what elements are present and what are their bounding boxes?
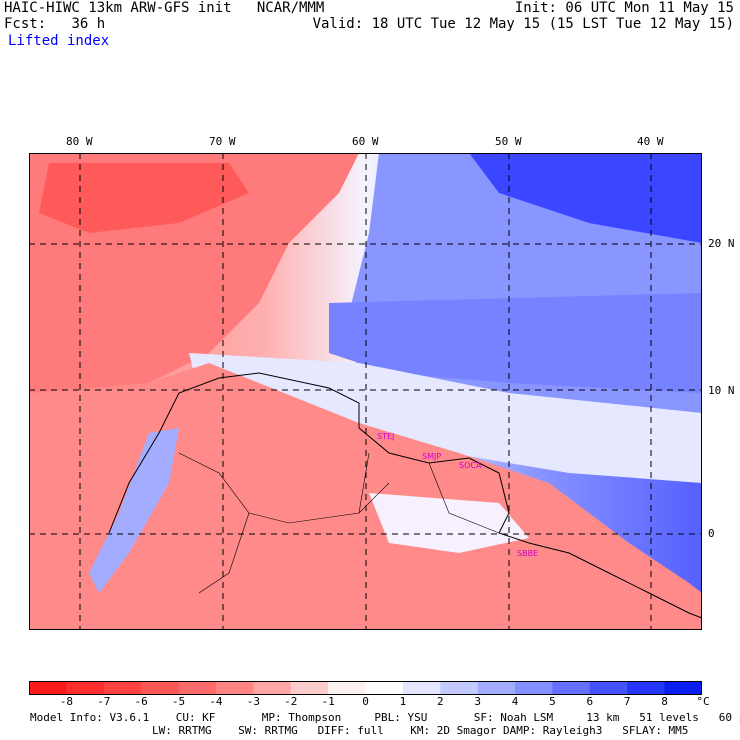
station-label-sbbe: SBBE — [517, 549, 538, 558]
model-info-line2: LW: RRTMG SW: RRTMG DIFF: full KM: 2D Sm… — [152, 724, 689, 737]
init-time: Init: 06 UTC Mon 11 May 15 — [514, 0, 734, 16]
colorbar-cell — [66, 681, 105, 695]
lat-lon-grid — [29, 153, 702, 630]
colorbar-cell — [290, 681, 329, 695]
colorbar-tick-label: 3 — [474, 695, 481, 708]
lon-label-80w: 80 W — [66, 135, 93, 148]
colorbar-tick-label: -8 — [59, 695, 73, 708]
forecast-label: Fcst: — [4, 16, 47, 32]
lifted-index-map: STEJ SMJP SOCA SBBE — [29, 153, 702, 630]
lon-label-40w: 40 W — [637, 135, 664, 148]
colorbar-unit: °C — [696, 695, 710, 708]
colorbar-cell — [515, 681, 553, 695]
colorbar-frame — [29, 681, 702, 695]
lat-label-0: 0 — [708, 527, 715, 540]
colorbar-cell — [178, 681, 217, 695]
forecast-value: 36 h — [71, 16, 106, 32]
station-label-soca: SOCA — [459, 461, 482, 470]
colorbar-cell — [440, 681, 479, 695]
colorbar-cell — [627, 681, 666, 695]
colorbar-tick-label: 6 — [586, 695, 594, 708]
colorbar-cell — [103, 681, 142, 695]
lon-label-60w: 60 W — [352, 135, 379, 148]
colorbar-cell — [29, 681, 67, 695]
model-title: HAIC-HIWC 13km ARW-GFS init NCAR/MMM — [4, 0, 325, 16]
colorbar-tick-label: -1 — [321, 695, 335, 708]
lon-label-50w: 50 W — [495, 135, 522, 148]
colorbar-tick-label: -7 — [97, 695, 111, 708]
colorbar-cell — [365, 681, 404, 695]
stable-strip-andes — [89, 428, 179, 593]
colorbar — [29, 681, 702, 695]
lon-label-70w: 70 W — [209, 135, 236, 148]
colorbar-tick-label: -4 — [209, 695, 223, 708]
model-info-line1: Model Info: V3.6.1 CU: KF MP: Thompson P… — [30, 711, 740, 724]
colorbar-cell — [664, 681, 702, 695]
valid-time: Valid: 18 UTC Tue 12 May 15 (15 LST Tue … — [312, 16, 734, 32]
colorbar-cell — [402, 681, 441, 695]
colorbar-tick-label: -5 — [171, 695, 186, 708]
colorbar-tick-label: -6 — [134, 695, 148, 708]
warm-core-cuba — [39, 163, 249, 233]
lat-label-20n: 20 N — [708, 237, 735, 250]
lat-label-10n: 10 N — [708, 384, 735, 397]
colorbar-tick-label: 4 — [511, 695, 519, 708]
colorbar-tick-label: 1 — [399, 695, 407, 708]
neutral-patch-amazon — [369, 493, 529, 553]
station-label-smjp: SMJP — [422, 452, 441, 461]
station-label-stej: STEJ — [377, 432, 394, 441]
colorbar-tick-label: 0 — [362, 695, 369, 708]
colorbar-cell — [141, 681, 180, 695]
colorbar-cell — [589, 681, 628, 695]
field-name: Lifted index — [8, 33, 110, 49]
colorbar-cell — [253, 681, 292, 695]
colorbar-cell — [477, 681, 516, 695]
colorbar-cell — [328, 681, 366, 695]
colorbar-tick-label: 8 — [661, 695, 668, 708]
colorbar-tick-label: 5 — [549, 695, 556, 708]
colorbar-tick-label: 7 — [623, 695, 631, 708]
map-frame — [29, 153, 702, 630]
colorbar-tick-label: -3 — [246, 695, 260, 708]
colorbar-tick-label: 2 — [436, 695, 444, 708]
stable-core-ne — [469, 153, 702, 243]
forecast-hour: Fcst: 36 h — [4, 17, 105, 32]
colorbar-tick-label: -2 — [284, 695, 298, 708]
country-borders — [178, 452, 500, 594]
colorbar-cell — [552, 681, 591, 695]
stable-band-central — [329, 293, 702, 393]
colorbar-cell — [215, 681, 254, 695]
